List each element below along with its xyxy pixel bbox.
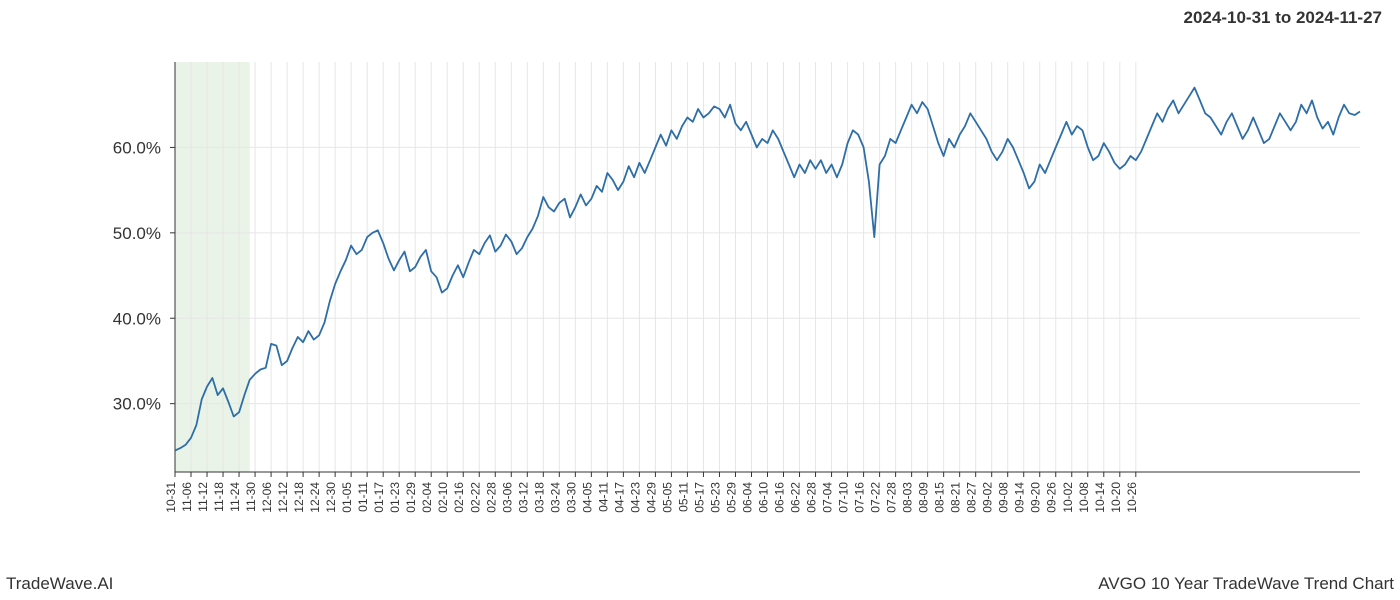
- x-tick-label: 12-30: [324, 482, 338, 513]
- x-tick-label: 09-20: [1029, 482, 1043, 513]
- x-tick-label: 11-24: [228, 482, 242, 512]
- x-tick-label: 01-05: [340, 482, 354, 513]
- x-tick-label: 02-28: [484, 482, 498, 513]
- trend-chart: 30.0% 40.0% 50.0% 60.0% 10-3111-0611-1211-18…: [0, 0, 1400, 600]
- y-tick-label: 40.0%: [113, 309, 161, 328]
- highlight-band: [175, 62, 250, 472]
- x-tick-label: 06-28: [805, 482, 819, 513]
- x-tick-label: 05-17: [692, 482, 706, 513]
- x-tick-label: 07-16: [853, 482, 867, 513]
- x-tick-label: 08-09: [917, 482, 931, 513]
- x-tick-label: 02-04: [420, 482, 434, 513]
- x-tick-label: 03-18: [532, 482, 546, 513]
- x-tick-label: 09-08: [997, 482, 1011, 513]
- x-tick-label: 03-12: [516, 482, 530, 513]
- x-tick-label: 04-29: [644, 482, 658, 513]
- x-tick-label: 05-05: [660, 482, 674, 513]
- x-tick-label: 09-14: [1013, 482, 1027, 513]
- x-tick-label: 10-08: [1077, 482, 1091, 513]
- x-tick-label: 09-26: [1045, 482, 1059, 513]
- x-tick-label: 08-21: [949, 482, 963, 513]
- x-tick-label: 07-28: [885, 482, 899, 513]
- x-tick-label: 10-02: [1061, 482, 1075, 513]
- x-tick-label: 02-16: [452, 482, 466, 513]
- x-tick-label: 08-03: [901, 482, 915, 513]
- x-tick-label: 12-12: [276, 482, 290, 513]
- x-tick-label: 02-22: [468, 482, 482, 513]
- x-tick-label: 03-24: [548, 482, 562, 513]
- x-tick-label: 06-16: [773, 482, 787, 513]
- x-tick-label: 01-29: [404, 482, 418, 513]
- x-tick-label: 02-10: [436, 482, 450, 513]
- x-tick-label: 10-26: [1125, 482, 1139, 513]
- x-tick-label: 11-18: [212, 482, 226, 512]
- x-tick-label: 07-22: [869, 482, 883, 513]
- x-tick-label: 07-10: [837, 482, 851, 513]
- x-tick-label: 04-23: [628, 482, 642, 513]
- x-tick-label: 08-27: [965, 482, 979, 513]
- x-tick-label: 04-11: [596, 482, 610, 512]
- x-tick-label: 04-05: [580, 482, 594, 513]
- y-tick-label: 50.0%: [113, 224, 161, 243]
- x-tick-label: 06-04: [740, 482, 754, 513]
- x-tick-label: 11-12: [196, 482, 210, 512]
- x-tick-label: 10-14: [1093, 482, 1107, 513]
- x-tick-label: 11-30: [244, 482, 258, 512]
- x-tick-label: 12-18: [292, 482, 306, 513]
- x-tick-label: 09-02: [981, 482, 995, 513]
- x-tick-label: 12-24: [308, 482, 322, 513]
- x-tick-label: 03-30: [564, 482, 578, 513]
- x-tick-label: 06-10: [757, 482, 771, 513]
- x-tick-label: 08-15: [933, 482, 947, 513]
- y-tick-label: 30.0%: [113, 395, 161, 414]
- x-tick-label: 01-17: [372, 482, 386, 513]
- x-tick-label: 03-06: [500, 482, 514, 513]
- x-tick-label: 05-23: [708, 482, 722, 513]
- x-tick-label: 12-06: [260, 482, 274, 513]
- x-tick-label: 06-22: [789, 482, 803, 513]
- x-tick-label: 04-17: [612, 482, 626, 513]
- x-tick-label: 01-11: [356, 482, 370, 512]
- x-tick-label: 10-20: [1109, 482, 1123, 513]
- y-tick-label: 60.0%: [113, 138, 161, 157]
- x-tick-label: 01-23: [388, 482, 402, 513]
- x-tick-label: 10-31: [164, 482, 178, 513]
- x-tick-label: 11-06: [180, 482, 194, 512]
- x-tick-label: 07-04: [821, 482, 835, 513]
- x-tick-label: 05-29: [724, 482, 738, 513]
- x-tick-label: 05-11: [676, 482, 690, 512]
